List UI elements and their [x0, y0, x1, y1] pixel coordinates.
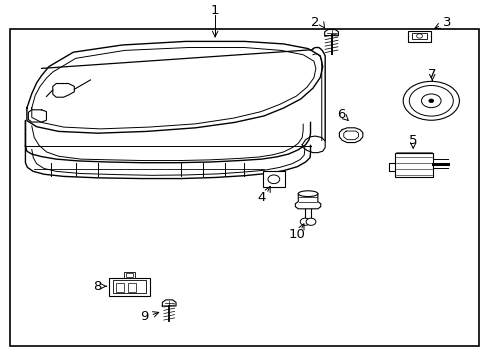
Text: 8: 8 [93, 280, 102, 293]
Bar [109, 278, 150, 296]
Text: 4: 4 [256, 191, 265, 204]
Circle shape [428, 99, 433, 103]
Text: 7: 7 [427, 68, 436, 81]
Text: 2: 2 [310, 16, 319, 29]
Circle shape [305, 218, 315, 225]
Bar [113, 280, 146, 293]
Ellipse shape [298, 191, 317, 197]
Text: 1: 1 [210, 4, 219, 17]
Bar [10, 29, 478, 346]
Bar [116, 283, 123, 292]
Bar [411, 33, 427, 39]
Ellipse shape [402, 81, 459, 120]
Text: 5: 5 [408, 134, 417, 147]
Circle shape [300, 218, 309, 225]
Text: 10: 10 [288, 228, 305, 241]
Bar [128, 283, 136, 292]
Bar [125, 273, 133, 277]
Text: 3: 3 [442, 16, 451, 29]
Bar [394, 153, 432, 177]
Text: 9: 9 [140, 310, 149, 323]
Text: 6: 6 [336, 108, 345, 121]
Bar [263, 171, 284, 187]
Bar [123, 272, 135, 278]
Bar [407, 31, 430, 42]
